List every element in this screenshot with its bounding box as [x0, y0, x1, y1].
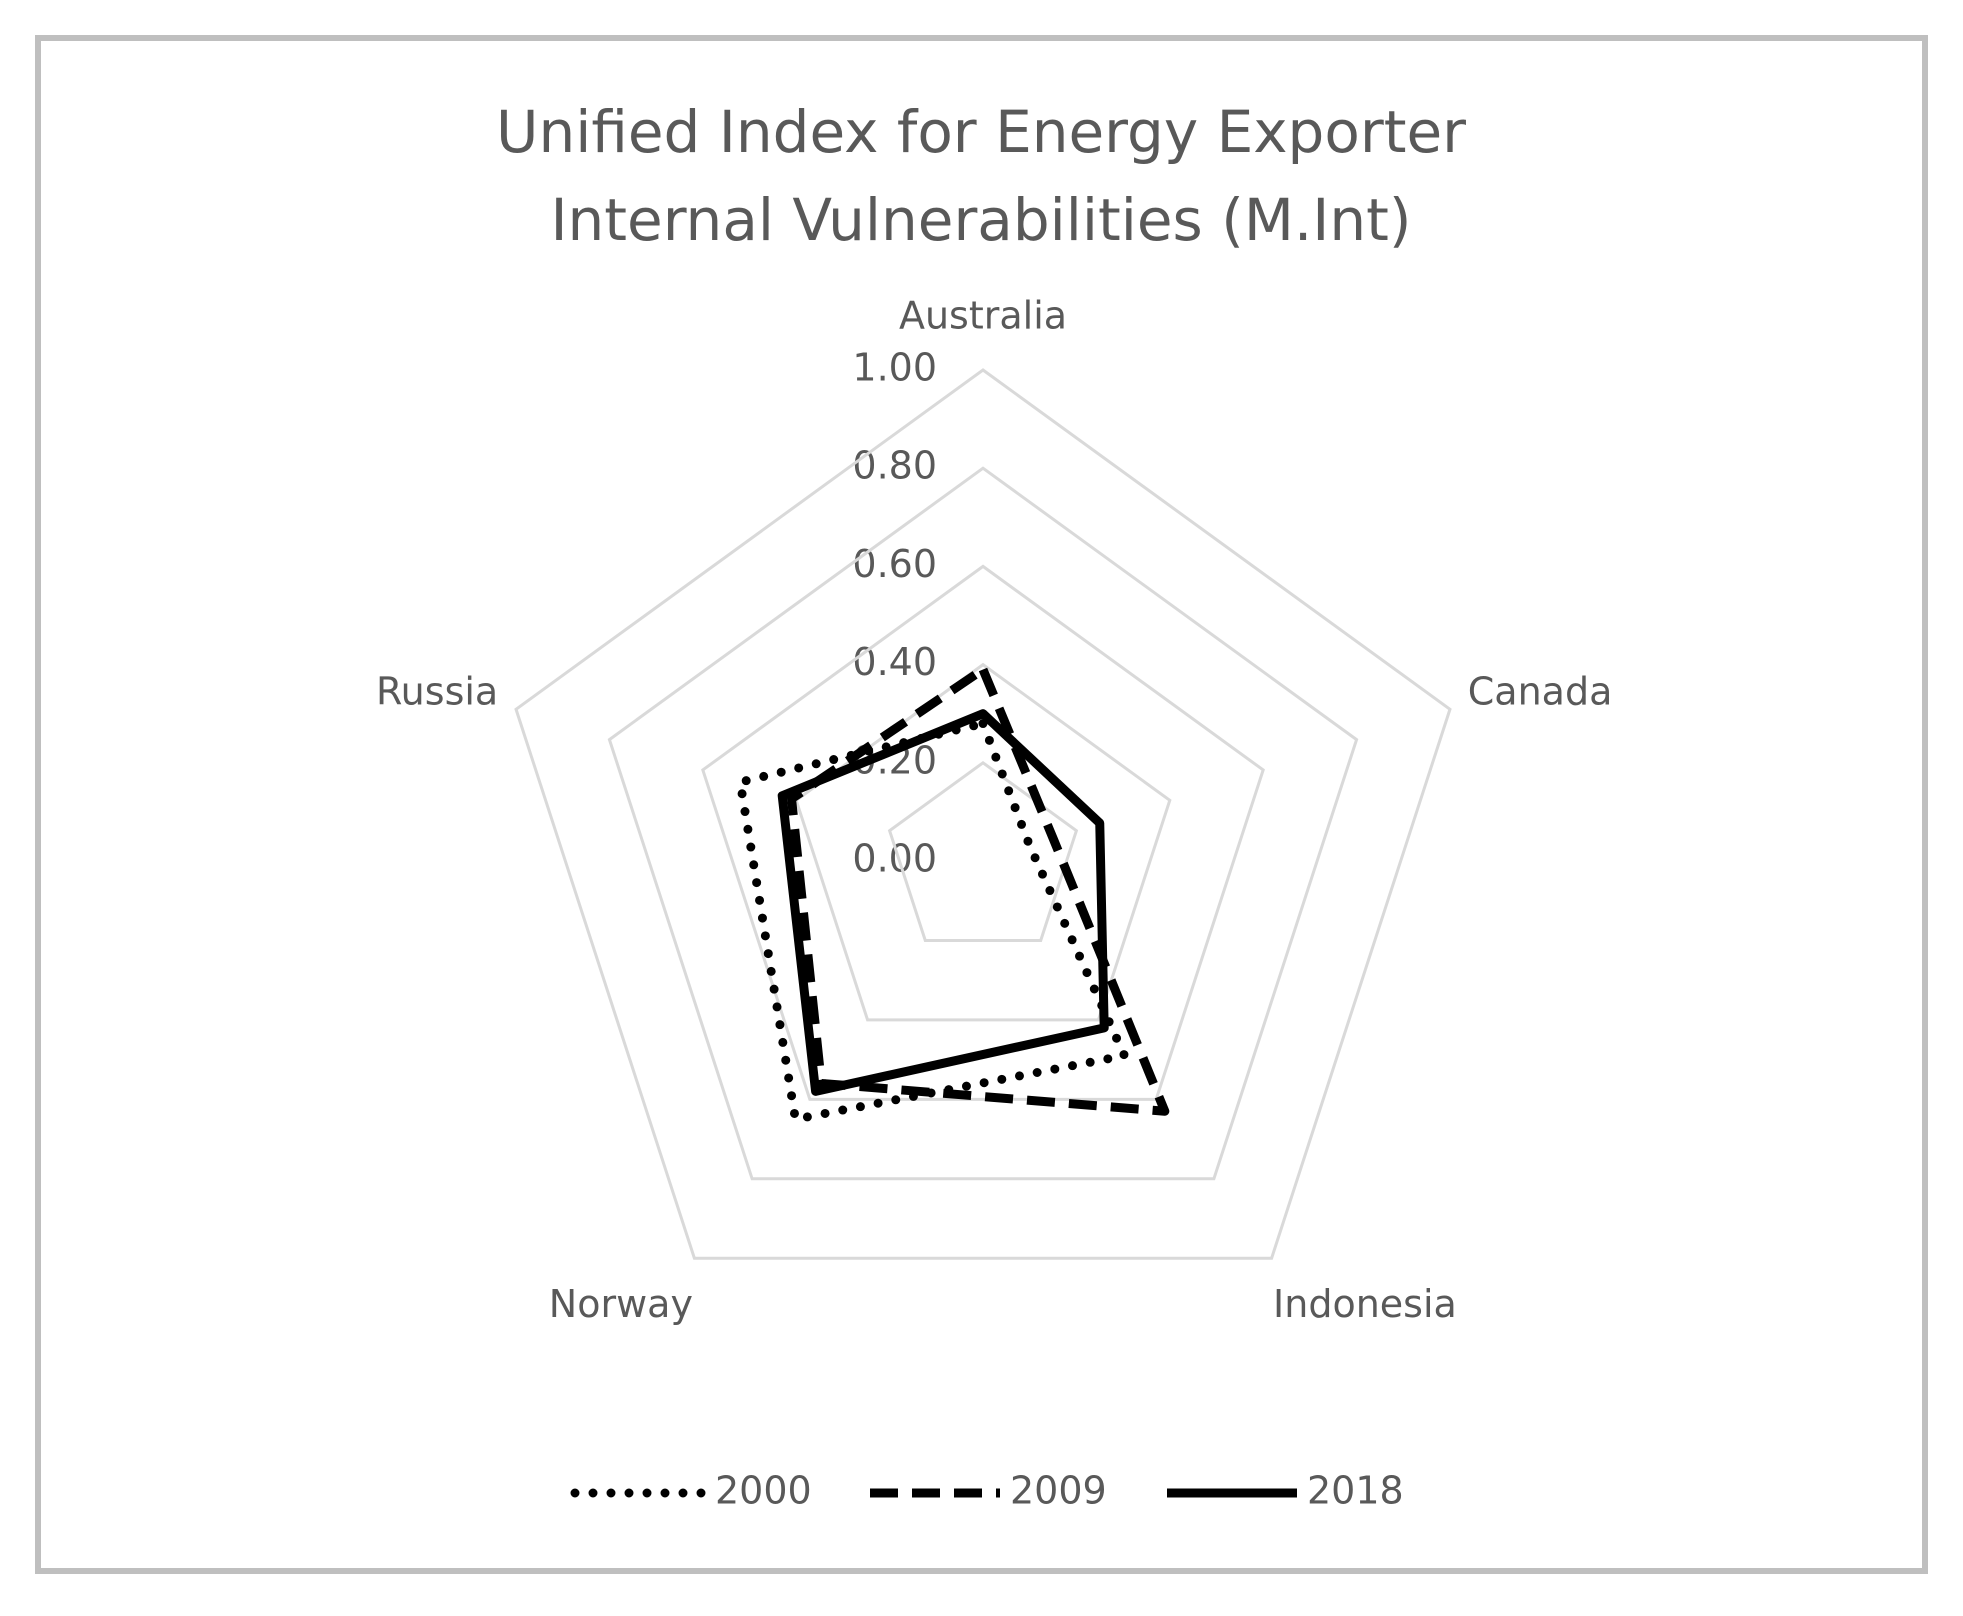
r-tick-label: 0.80 — [852, 444, 937, 488]
grid-ring — [887, 760, 1079, 942]
category-label: Russia — [376, 669, 498, 713]
category-label: Norway — [549, 1282, 693, 1326]
legend-label: 2000 — [715, 1469, 812, 1513]
series-line — [735, 719, 1129, 1124]
series-line — [787, 665, 1170, 1116]
category-label: Indonesia — [1273, 1282, 1457, 1326]
grid-ring — [607, 466, 1359, 1181]
category-label: Australia — [899, 294, 1067, 338]
r-tick-label: 1.00 — [852, 346, 937, 390]
category-label: Canada — [1468, 669, 1613, 713]
legend-label: 2018 — [1307, 1469, 1404, 1513]
series-line — [777, 709, 1109, 1096]
chart-title: Unified Index for Energy Exporter Intern… — [496, 98, 1466, 254]
r-tick-label: 0.60 — [852, 542, 937, 586]
frame — [35, 35, 1928, 1574]
legend-label: 2009 — [1010, 1469, 1107, 1513]
grid-ring — [701, 564, 1265, 1101]
grid-ring — [514, 368, 1452, 1260]
r-tick-label: 0.40 — [852, 640, 937, 684]
